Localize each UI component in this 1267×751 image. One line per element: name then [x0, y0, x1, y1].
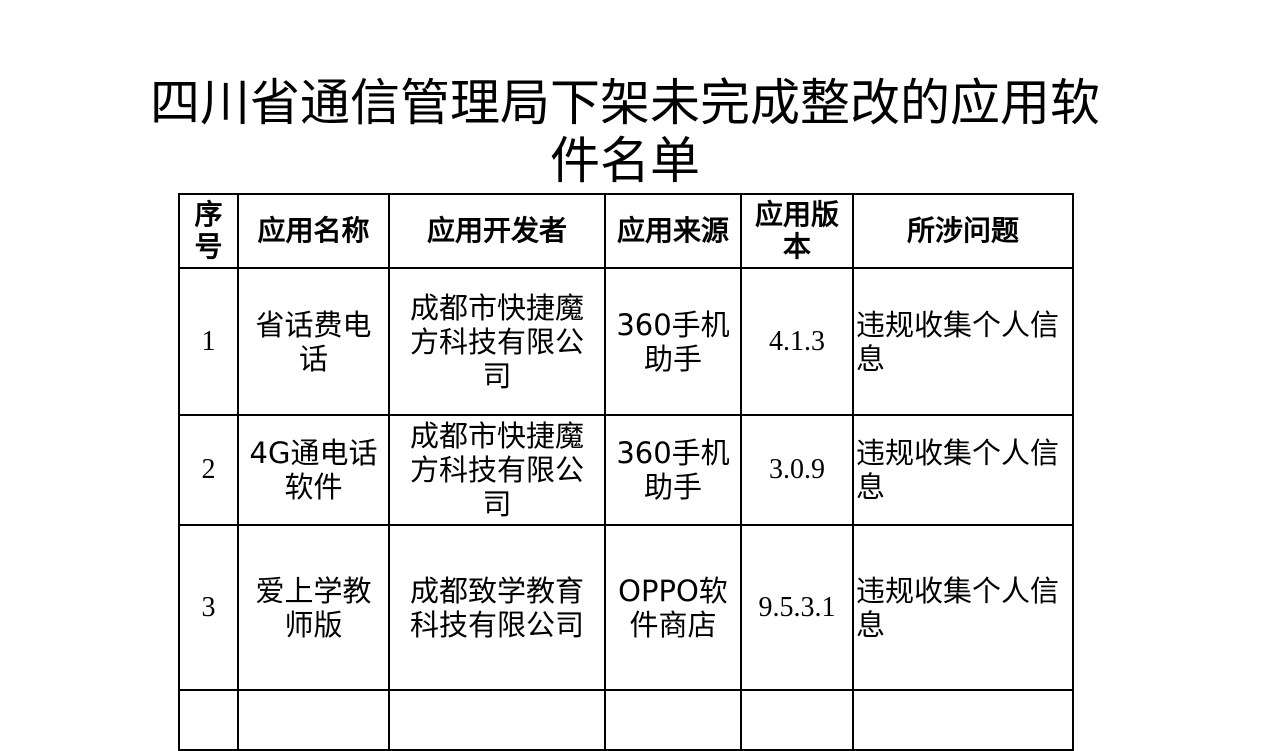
- cell-app-name: 省话费电话: [237, 267, 390, 416]
- header-app-name: 应用名称: [237, 193, 390, 269]
- table-row: 1 省话费电话 成都市快捷魔方科技有限公司 360手机助手 4.1.3 违规收集…: [178, 267, 1074, 416]
- cell-version: 9.5.3.1: [740, 524, 854, 691]
- cell-empty: [740, 689, 854, 751]
- header-issue: 所涉问题: [852, 193, 1074, 269]
- cell-empty: [388, 689, 606, 751]
- cell-developer: 成都致学教育科技有限公司: [388, 524, 606, 691]
- document-title: 四川省通信管理局下架未完成整改的应用软件名单: [150, 74, 1100, 190]
- cell-issue: 违规收集个人信息: [852, 524, 1074, 691]
- cell-no: 3: [178, 524, 239, 691]
- table-row-cut-off: [178, 689, 1074, 751]
- cell-no: 2: [178, 414, 239, 526]
- header-no: 序号: [178, 193, 239, 269]
- table-row: 3 爱上学教师版 成都致学教育科技有限公司 OPPO软件商店 9.5.3.1 违…: [178, 524, 1074, 691]
- cell-no: 1: [178, 267, 239, 416]
- cell-developer: 成都市快捷魔方科技有限公司: [388, 414, 606, 526]
- cell-version: 4.1.3: [740, 267, 854, 416]
- cell-empty: [178, 689, 239, 751]
- cell-app-name: 爱上学教师版: [237, 524, 390, 691]
- cell-developer: 成都市快捷魔方科技有限公司: [388, 267, 606, 416]
- header-developer: 应用开发者: [388, 193, 606, 269]
- cell-source: OPPO软件商店: [604, 524, 742, 691]
- cell-app-name: 4G通电话软件: [237, 414, 390, 526]
- header-source: 应用来源: [604, 193, 742, 269]
- app-list-table: 序号 应用名称 应用开发者 应用来源 应用版本 所涉问题 1 省话费电话 成都市…: [178, 193, 1074, 751]
- header-version: 应用版本: [740, 193, 854, 269]
- cell-version: 3.0.9: [740, 414, 854, 526]
- cell-empty: [237, 689, 390, 751]
- cell-source: 360手机助手: [604, 414, 742, 526]
- table-header-row: 序号 应用名称 应用开发者 应用来源 应用版本 所涉问题: [178, 193, 1074, 269]
- cell-issue: 违规收集个人信息: [852, 267, 1074, 416]
- cell-issue: 违规收集个人信息: [852, 414, 1074, 526]
- cell-source: 360手机助手: [604, 267, 742, 416]
- cell-empty: [604, 689, 742, 751]
- table-row: 2 4G通电话软件 成都市快捷魔方科技有限公司 360手机助手 3.0.9 违规…: [178, 414, 1074, 526]
- cell-empty: [852, 689, 1074, 751]
